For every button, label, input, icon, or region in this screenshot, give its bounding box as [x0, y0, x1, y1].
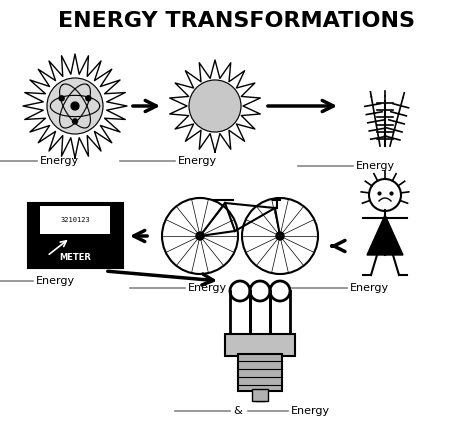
Text: &: & [233, 406, 242, 416]
Text: Energy: Energy [40, 156, 79, 166]
Text: Energy: Energy [188, 283, 227, 293]
Text: 3210123: 3210123 [60, 217, 90, 223]
Circle shape [196, 232, 204, 240]
Text: Energy: Energy [291, 406, 330, 416]
Circle shape [276, 232, 284, 240]
Bar [28, 203, 123, 268]
Circle shape [47, 78, 103, 134]
Circle shape [189, 80, 241, 132]
Bar [40, 206, 110, 234]
Text: Energy: Energy [350, 283, 389, 293]
Text: Energy: Energy [36, 276, 75, 286]
Circle shape [73, 119, 78, 124]
Circle shape [86, 96, 91, 101]
Bar [238, 354, 282, 391]
Text: ENERGY TRANSFORMATIONS: ENERGY TRANSFORMATIONS [58, 11, 416, 31]
Text: METER: METER [59, 253, 91, 263]
Text: Energy: Energy [356, 161, 395, 171]
Polygon shape [367, 215, 403, 255]
Text: Energy: Energy [178, 156, 217, 166]
Polygon shape [23, 54, 127, 158]
Circle shape [71, 102, 79, 110]
Polygon shape [170, 60, 260, 152]
Bar [252, 389, 268, 401]
Bar [225, 334, 295, 356]
Circle shape [59, 96, 64, 101]
